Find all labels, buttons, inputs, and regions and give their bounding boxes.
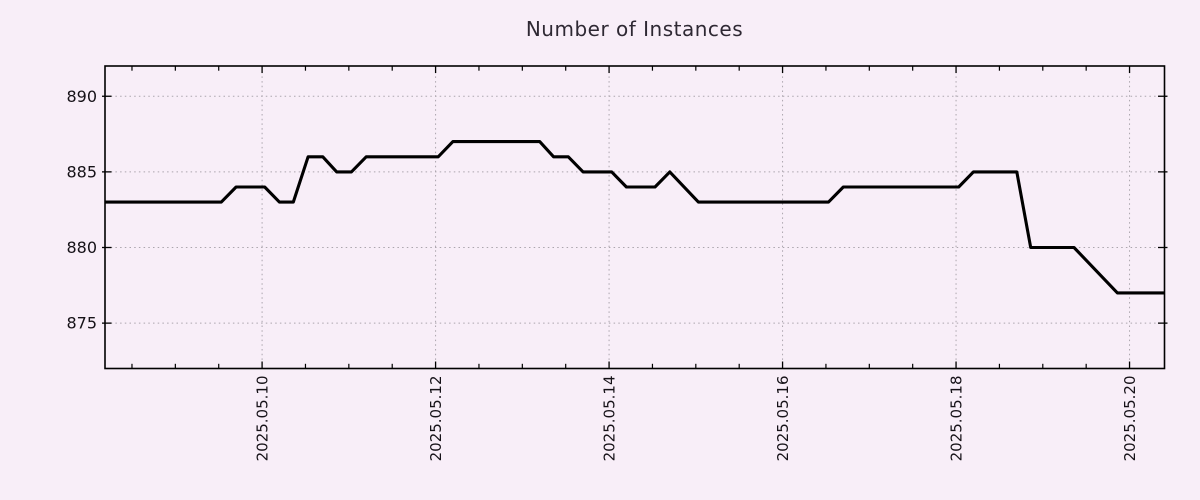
chart-title: Number of Instances [525, 17, 744, 41]
x-tick-label: 2025.05.20 [1121, 376, 1139, 462]
x-tick-label: 2025.05.18 [948, 376, 966, 462]
series-line [105, 140, 1165, 295]
plot-border [104, 65, 1166, 370]
y-tick-label: 890 [66, 87, 97, 106]
x-tick-label: 2025.05.16 [774, 376, 792, 462]
y-tick-label: 885 [66, 162, 97, 181]
x-tick-label: 2025.05.14 [601, 376, 619, 462]
y-tick-label: 880 [66, 238, 97, 257]
y-tick-label: 875 [66, 314, 97, 333]
x-tick-label: 2025.05.10 [254, 376, 272, 462]
x-tick-label: 2025.05.12 [427, 375, 445, 461]
